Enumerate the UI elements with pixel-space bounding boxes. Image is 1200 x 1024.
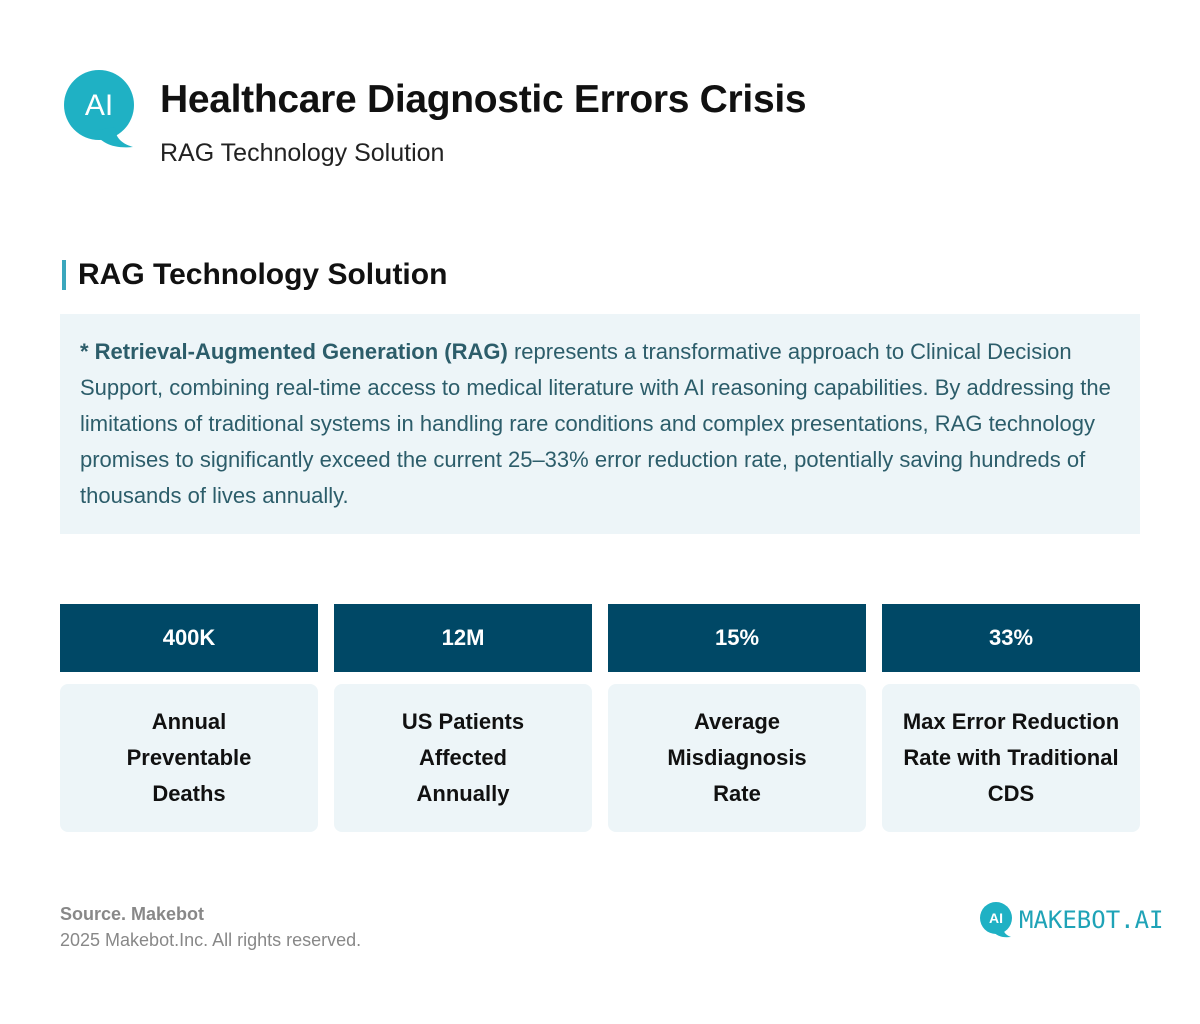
stat-value: 12M	[334, 604, 592, 672]
stat-label-box: Average Misdiagnosis Rate	[608, 684, 866, 832]
stat-value: 400K	[60, 604, 318, 672]
footer-copyright: 2025 Makebot.Inc. All rights reserved.	[60, 930, 362, 950]
header: AI Healthcare Diagnostic Errors Crisis R…	[63, 69, 1143, 179]
section-title: RAG Technology Solution	[78, 258, 448, 291]
stat-label-box: Max Error Reduction Rate with Traditiona…	[882, 684, 1140, 832]
stat-label: Average Misdiagnosis Rate	[667, 709, 807, 806]
section-heading: RAG Technology Solution	[62, 257, 447, 293]
stat-value: 15%	[608, 604, 866, 672]
info-body: represents a transformative approach to …	[80, 339, 1111, 508]
stats-row: 400K Annual Preventable Deaths 12M US Pa…	[60, 604, 1140, 832]
brand-icon-text: AI	[989, 910, 1003, 926]
logo-text: AI	[85, 89, 113, 122]
stat-label: US Patients Affected Annually	[401, 709, 525, 806]
stat-card: 12M US Patients Affected Annually	[334, 604, 592, 832]
page-title: Healthcare Diagnostic Errors Crisis	[160, 78, 807, 121]
section-accent-bar	[62, 260, 66, 290]
stat-card: 33% Max Error Reduction Rate with Tradit…	[882, 604, 1140, 832]
stat-label-box: US Patients Affected Annually	[334, 684, 592, 832]
stat-card: 15% Average Misdiagnosis Rate	[608, 604, 866, 832]
stat-card: 400K Annual Preventable Deaths	[60, 604, 318, 832]
ai-chat-bubble-icon: AI	[980, 902, 1012, 938]
info-highlight: * Retrieval-Augmented Generation (RAG)	[80, 339, 508, 364]
brand-logo: AI MAKEBOT.AI	[979, 900, 1164, 940]
brand-name: MAKEBOT.AI	[1019, 906, 1164, 934]
stat-label-box: Annual Preventable Deaths	[60, 684, 318, 832]
info-text: * Retrieval-Augmented Generation (RAG) r…	[80, 334, 1120, 514]
page-subtitle: RAG Technology Solution	[160, 139, 445, 167]
stat-label: Max Error Reduction Rate with Traditiona…	[902, 709, 1120, 806]
info-box: * Retrieval-Augmented Generation (RAG) r…	[60, 314, 1140, 534]
ai-chat-bubble-icon: AI	[64, 70, 134, 148]
stat-label: Annual Preventable Deaths	[126, 709, 252, 806]
footer-source: Source. Makebot	[60, 904, 205, 924]
stat-value: 33%	[882, 604, 1140, 672]
